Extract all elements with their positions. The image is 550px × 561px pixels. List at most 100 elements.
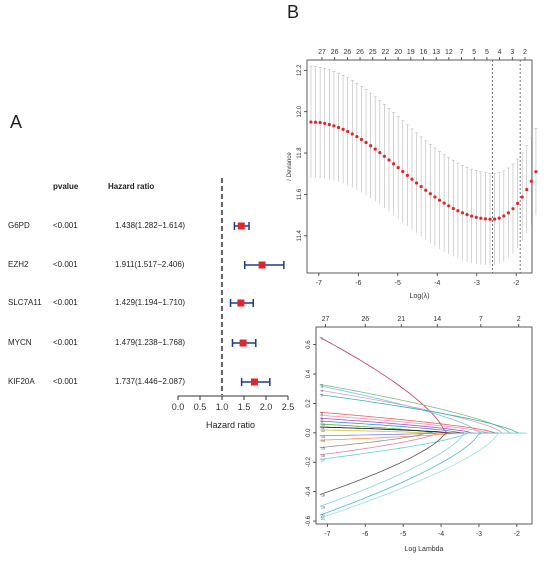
path-index-label: 19 — [321, 505, 325, 509]
coefficient-path — [319, 432, 527, 495]
cv-point — [451, 206, 455, 211]
cv-point — [392, 162, 396, 166]
path-y-tick-label: 0.4 — [306, 369, 312, 378]
path-index-label: 20 — [321, 514, 325, 518]
path-index-label: 1 — [321, 336, 323, 340]
forest-x-axis-label: Hazard ratio — [206, 420, 256, 430]
cv-top-label: 5 — [485, 49, 489, 56]
cv-point — [364, 140, 368, 145]
path-top-label: 26 — [361, 316, 369, 323]
cv-point — [488, 217, 492, 221]
path-index-label: 15 — [321, 447, 325, 451]
path-top-label: 21 — [397, 316, 405, 323]
cv-point — [515, 201, 520, 205]
path-x-tick-label: -5 — [400, 531, 406, 538]
pvalue-header: pvalue — [53, 182, 79, 191]
cv-point — [341, 127, 345, 131]
cv-top-label: 26 — [343, 49, 351, 56]
path-y-tick-label: 0.0 — [306, 428, 312, 437]
path-top-label: 27 — [322, 316, 330, 323]
cv-point — [506, 211, 510, 215]
path-index-label: 11 — [321, 426, 325, 430]
cv-x-tick-label: -7 — [316, 280, 322, 287]
hazard-ratio-cell: 1.429(1.194−1.710) — [115, 298, 186, 307]
cv-y-axis-label: / Deviance — [287, 152, 293, 181]
cv-top-label: 26 — [356, 49, 364, 56]
cv-point — [483, 217, 488, 221]
cv-y-tick-label: 11.4 — [297, 229, 303, 241]
cv-point — [313, 120, 318, 124]
cv-point — [511, 207, 515, 211]
cv-point — [479, 216, 483, 220]
pvalue-cell: <0.001 — [53, 260, 78, 269]
cv-top-label: 22 — [382, 49, 390, 56]
path-index-label: 3 — [321, 385, 323, 389]
path-x-tick-label: -2 — [514, 531, 520, 538]
cv-point — [410, 177, 414, 181]
pvalue-cell: <0.001 — [53, 298, 78, 307]
cv-point — [529, 179, 533, 183]
path-x-tick-label: -4 — [438, 531, 444, 538]
path-y-tick-label: -0.6 — [306, 515, 312, 526]
path-index-label: 17 — [321, 458, 325, 462]
path-index-label: 7 — [321, 414, 323, 418]
cv-point — [355, 134, 359, 139]
cv-top-label: 12 — [445, 49, 453, 56]
cv-point — [460, 211, 465, 215]
cv-x-tick-label: -6 — [355, 280, 361, 287]
cv-point — [428, 192, 432, 196]
cv-point — [424, 188, 428, 192]
cv-x-axis-label: Log(λ) — [410, 293, 430, 300]
path-index-label: 2 — [321, 383, 323, 387]
cv-top-label: 25 — [369, 49, 377, 56]
pvalue-cell: <0.001 — [53, 221, 78, 230]
cv-top-label: 13 — [432, 49, 440, 56]
cv-top-label: 7 — [460, 49, 464, 56]
cv-y-tick-label: 11.6 — [297, 188, 303, 200]
cv-point — [525, 188, 529, 192]
path-y-tick-label: -0.4 — [306, 486, 312, 497]
cv-top-label: 19 — [407, 49, 415, 56]
cv-x-tick-label: -3 — [474, 280, 480, 287]
cv-point — [502, 214, 506, 218]
cv-point — [396, 166, 400, 170]
path-index-label: 14 — [321, 439, 325, 443]
coefficient-path — [319, 432, 527, 516]
cv-point — [520, 195, 524, 199]
cv-point — [405, 173, 409, 177]
path-index-label: 9 — [321, 420, 323, 424]
cv-point — [359, 137, 364, 142]
pvalue-cell: <0.001 — [53, 377, 78, 386]
hazard-ratio-cell: 1.479(1.238−1.768) — [115, 338, 186, 347]
cv-top-label: 2 — [523, 49, 527, 56]
cv-top-label: 5 — [472, 49, 476, 56]
cv-point — [497, 216, 501, 220]
gene-label: KIF20A — [8, 377, 35, 386]
coefficient-path — [319, 394, 527, 434]
cv-point — [382, 154, 387, 158]
cv-x-tick-label: -5 — [395, 280, 401, 287]
coefficient-path — [319, 336, 527, 434]
cv-point — [318, 121, 322, 125]
hazard-ratio-cell: 1.911(1.517−2.406) — [115, 260, 185, 269]
path-y-tick-label: -0.2 — [306, 456, 312, 467]
cv-point — [332, 124, 336, 128]
cv-point — [442, 201, 446, 205]
cv-point — [323, 121, 327, 126]
cv-plot-frame — [306, 59, 533, 274]
cv-point — [534, 170, 538, 174]
hazard-ratio-cell: 1.737(1.446−2.087) — [115, 377, 186, 386]
coefficient-path — [319, 389, 527, 434]
coefficient-path — [319, 432, 527, 456]
cv-top-label: 16 — [420, 49, 428, 56]
path-index-label: 5 — [321, 394, 323, 398]
path-index-label: 10 — [321, 423, 325, 427]
cv-point — [369, 144, 373, 148]
cv-y-tick-label: 12.0 — [297, 105, 303, 117]
cv-point — [414, 181, 419, 185]
gene-label: EZH2 — [8, 260, 29, 269]
path-plot-frame — [315, 326, 533, 525]
pvalue-cell: <0.001 — [53, 338, 78, 347]
